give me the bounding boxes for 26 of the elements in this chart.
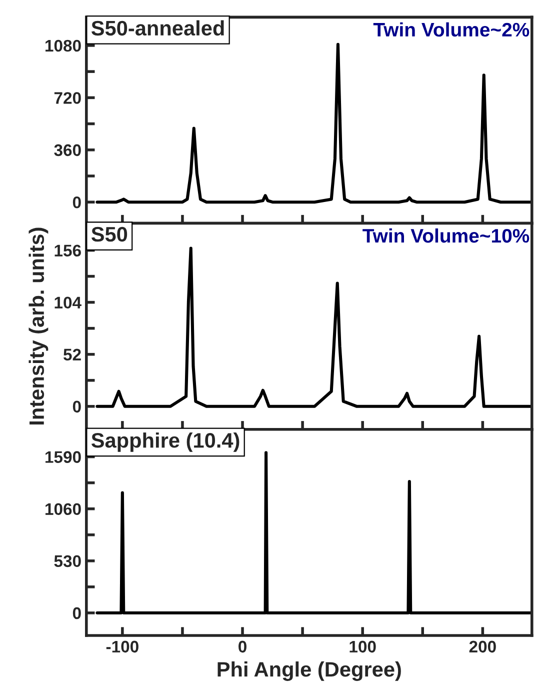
x-tick-label: 200 (469, 640, 496, 653)
annotation: Twin Volume~10% (362, 228, 530, 243)
y-tick-label: 1080 (46, 40, 81, 52)
y-tick-label: 360 (54, 144, 81, 156)
line-series (96, 246, 532, 408)
y-tick-label: 0 (72, 196, 81, 208)
y-axis-title: Intensity (arb. units) (28, 228, 48, 424)
x-axis-title: Phi Angle (Degree) (218, 661, 401, 681)
x-tick-label: 100 (350, 640, 376, 653)
x-tick-label: 0 (238, 640, 246, 653)
y-tick-label: 720 (54, 92, 81, 104)
y-tick-label: 0 (72, 400, 81, 413)
y-tick-label: 156 (54, 244, 81, 256)
annotation: S50 (91, 226, 128, 242)
annotation: Twin Volume~2% (373, 22, 530, 37)
annotation: Sapphire (10.4) (91, 432, 240, 452)
y-tick-label: 0 (72, 607, 81, 620)
y-tick-label: 104 (54, 296, 82, 309)
y-tick-label: 530 (54, 555, 81, 568)
line-series (96, 42, 532, 204)
x-tick-label: -100 (106, 640, 138, 653)
y-tick-label: 1060 (46, 503, 81, 516)
annotation: S50-annealed (91, 20, 224, 36)
line-series (96, 451, 532, 614)
y-tick-label: 1590 (46, 451, 81, 463)
y-tick-label: 52 (64, 348, 81, 361)
